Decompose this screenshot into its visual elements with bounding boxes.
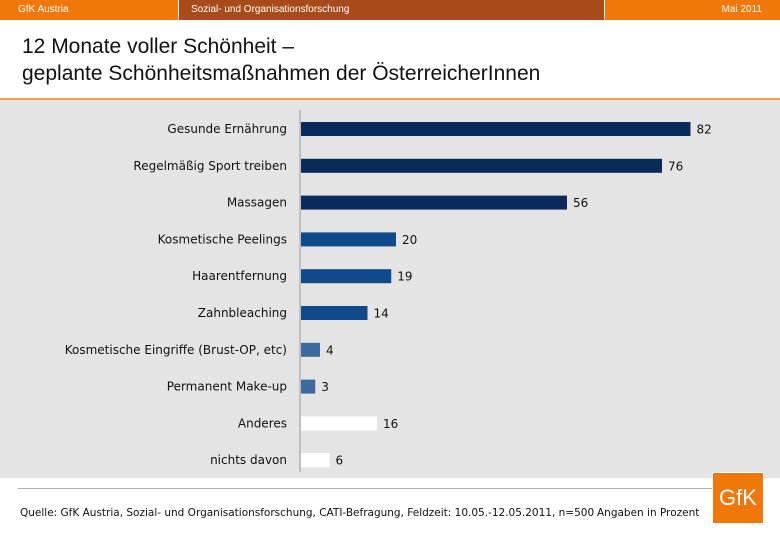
chart-panel: Gesunde Ernährung 82 Regelmäßig Sport trei… [0, 100, 780, 478]
bar [301, 342, 320, 357]
source-note: Quelle: GfK Austria, Sozial- und Organis… [20, 507, 595, 519]
category-label: Permanent Make-up [167, 380, 287, 394]
bar [301, 195, 567, 210]
category-label: nichts davon [210, 453, 287, 467]
header-bar: GfK Austria Sozial- und Organisationsfor… [0, 0, 780, 20]
unit-note: Angaben in Prozent [597, 507, 700, 519]
data-label: 14 [374, 307, 389, 321]
data-label: 19 [397, 270, 412, 284]
bar [301, 379, 316, 394]
category-label: Kosmetische Eingriffe (Brust-OP, etc) [65, 343, 287, 357]
page-title-line-1: 12 Monate voller Schönheit – [22, 35, 295, 58]
data-label: 20 [402, 233, 417, 247]
title-divider [0, 98, 780, 100]
bar [301, 453, 330, 468]
header-department: Sozial- und Organisationsforschung [178, 0, 605, 20]
bar [301, 122, 691, 136]
data-label: 6 [336, 454, 344, 468]
header-company: GfK Austria [18, 4, 69, 15]
bar [301, 232, 396, 247]
data-label: 16 [383, 417, 398, 431]
category-label: Massagen [227, 196, 287, 210]
footer-divider [18, 488, 760, 489]
bar [301, 269, 392, 284]
category-label: Kosmetische Peelings [158, 232, 287, 246]
gfk-logo-text: GfK [719, 485, 757, 510]
category-label: Gesunde Ernährung [167, 122, 287, 136]
gfk-logo: GfK [712, 472, 764, 524]
data-label: 3 [321, 380, 329, 394]
page-title: 12 Monate voller Schönheit – geplante Sc… [22, 33, 762, 87]
data-label: 82 [697, 123, 712, 137]
category-label: Haarentfernung [192, 269, 287, 283]
category-label: Regelmäßig Sport treiben [133, 159, 287, 173]
category-label: Zahnbleaching [198, 306, 287, 320]
bar [301, 416, 377, 431]
category-label: Anderes [238, 416, 287, 430]
bar [301, 158, 662, 173]
page-title-line-2: geplante Schönheitsmaßnahmen der Österre… [22, 62, 541, 85]
data-label: 4 [326, 343, 334, 357]
bar-chart: Gesunde Ernährung 82 Regelmäßig Sport trei… [65, 110, 712, 472]
data-label: 76 [668, 159, 683, 173]
header-date: Mai 2011 [721, 4, 762, 15]
data-label: 56 [573, 196, 588, 210]
bar [301, 306, 368, 320]
